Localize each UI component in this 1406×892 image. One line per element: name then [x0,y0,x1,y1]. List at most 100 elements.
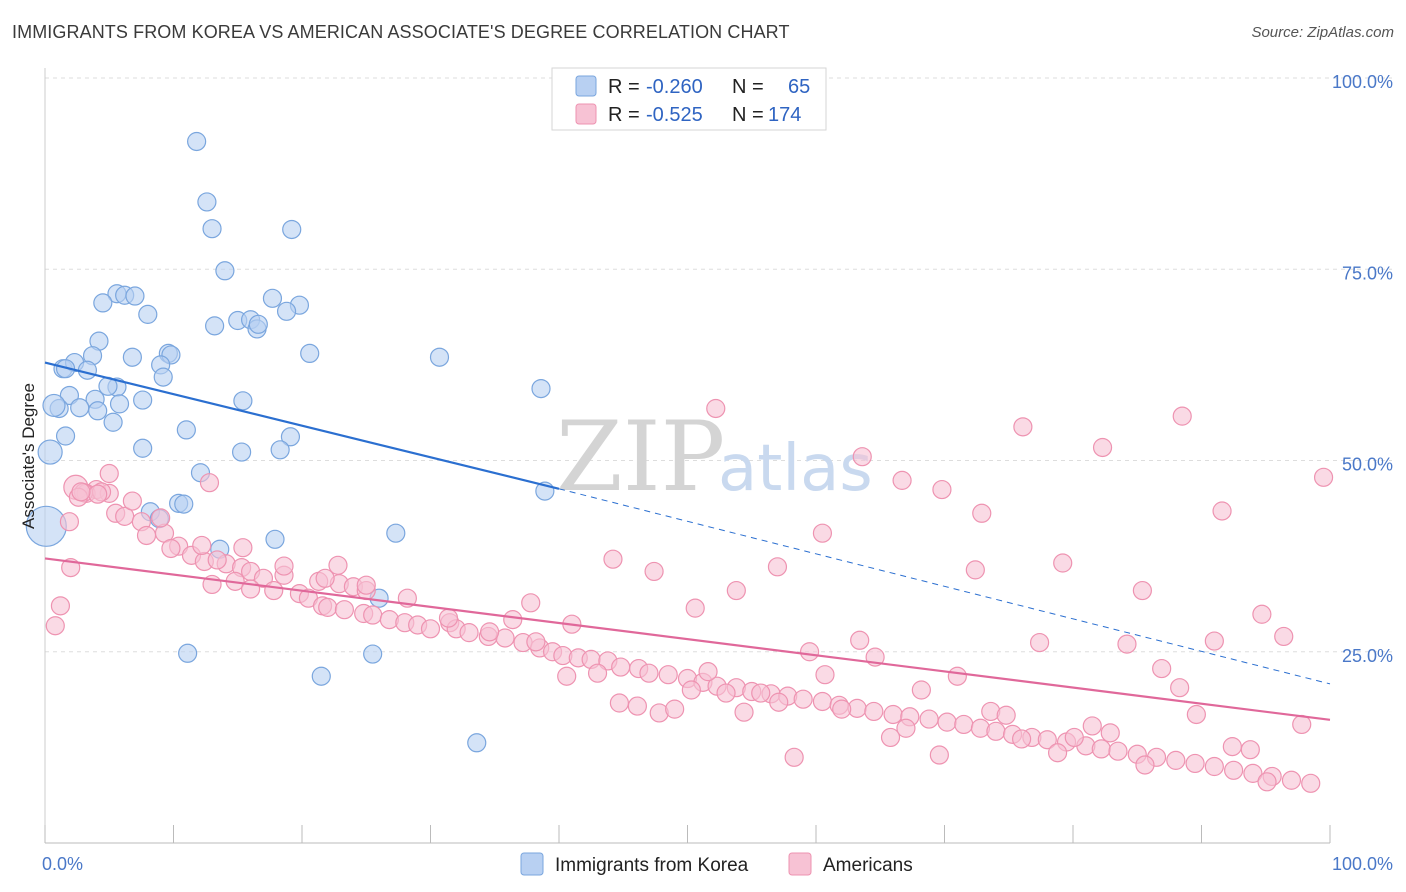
americans-point-155 [1132,580,1152,601]
americans-point-89 [1185,753,1205,774]
americans-point-106 [609,693,629,713]
americans-point-172 [274,556,294,576]
americans-point-118 [815,665,835,685]
trendlines [44,361,1331,721]
americans-point-151 [972,503,992,523]
korea-point-9 [262,288,283,308]
korea-point-62 [178,643,198,663]
americans-point-175 [151,508,171,528]
bottom-legend: Immigrants from Korea Americans [520,852,913,876]
americans-point-161 [726,580,746,601]
korea-point-46 [280,427,301,447]
korea-point-36 [133,390,153,410]
americans-point-76 [954,714,974,735]
korea-point-2 [202,219,222,239]
americans-point-88 [1166,750,1186,770]
americans-point-117 [799,642,820,662]
korea-point-43 [103,412,123,432]
americans-point-131 [1029,632,1050,653]
korea-point-30 [153,367,173,387]
korea-point-44 [176,420,196,440]
americans-point-109 [665,699,685,719]
legend-n-label-korea: N = [732,76,764,98]
americans-point-114 [751,683,771,703]
korea-point-38 [233,391,253,411]
americans-point-152 [1013,417,1033,437]
americans-point-94 [1281,770,1302,790]
americans-point-143 [1240,740,1260,760]
korea-point-33 [531,378,551,399]
americans-point-97 [50,596,71,616]
y-tick-labels: 25.0% 50.0% 75.0% 100.0% [1332,72,1393,666]
americans-point-58 [639,663,659,683]
americans-point-168 [438,608,459,628]
americans-point-170 [356,575,376,595]
americans-point-174 [192,535,212,556]
americans-point-85 [1108,741,1128,761]
korea-trendline-extension [558,488,1331,685]
americans-point-171 [315,568,335,588]
americans-point-77 [970,718,991,738]
americans-point-160 [767,557,788,577]
americans-point-124 [911,680,931,700]
bottom-legend-korea: Immigrants from Korea [555,855,749,876]
americans-point-84 [1091,739,1111,759]
korea-point-15 [205,316,225,336]
americans-point-173 [233,538,253,558]
legend-swatch-americans [575,103,597,125]
americans-point-101 [328,555,348,575]
americans-point-157 [1212,501,1232,521]
americans-point-149 [892,470,912,490]
y-tick-label-1: 50.0% [1342,455,1393,475]
korea-point-47 [133,438,153,458]
korea-point-7 [93,293,113,313]
americans-point-92 [1243,763,1263,783]
americans-point-148 [852,447,872,467]
korea-point-17 [248,314,268,334]
legend-r-value-americans: -0.525 [646,104,703,126]
y-tick-label-0: 25.0% [1342,646,1393,666]
americans-point-72 [883,704,903,725]
americans-point-56 [611,657,631,677]
korea-point-34 [59,385,80,406]
korea-point-19 [300,343,320,363]
americans-point-166 [521,593,541,613]
korea-point-8 [125,286,145,306]
korea-point-24 [429,347,450,367]
korea-point-41 [70,398,90,418]
korea-point-42 [88,401,108,421]
korea-point-40 [42,393,66,418]
americans-point-127 [965,560,985,580]
americans-point-133 [1064,727,1084,748]
americans-point-36 [318,597,338,617]
americans-point-71 [864,701,884,722]
korea-point-49 [270,440,290,460]
americans-point-100 [706,398,726,419]
americans-point-6 [88,484,108,504]
americans-point-39 [363,605,383,625]
americans-point-156 [1172,406,1192,426]
korea-point-59 [265,529,285,549]
bottom-legend-swatch-korea [520,852,544,876]
americans-point-12 [59,512,80,532]
americans-point-105 [587,663,608,683]
korea-point-12 [138,304,158,324]
americans-point-107 [627,696,647,716]
americans-point-99 [199,473,220,493]
americans-point-132 [1047,743,1068,763]
legend-n-value-korea: 65 [788,76,810,98]
americans-point-23 [253,568,274,588]
americans-point-46 [459,623,479,643]
korea-point-45 [55,426,76,446]
korea-point-63 [363,644,383,664]
americans-point-102 [503,610,523,630]
y-tick-label-2: 75.0% [1342,263,1393,283]
americans-point-104 [557,666,577,686]
americans-point-113 [734,702,754,722]
americans-point-126 [947,666,967,686]
americans-point-43 [420,619,441,639]
americans-point-112 [716,683,736,703]
americans-point-137 [1135,755,1155,775]
korea-point-65 [467,733,487,753]
americans-point-90 [1204,756,1224,777]
